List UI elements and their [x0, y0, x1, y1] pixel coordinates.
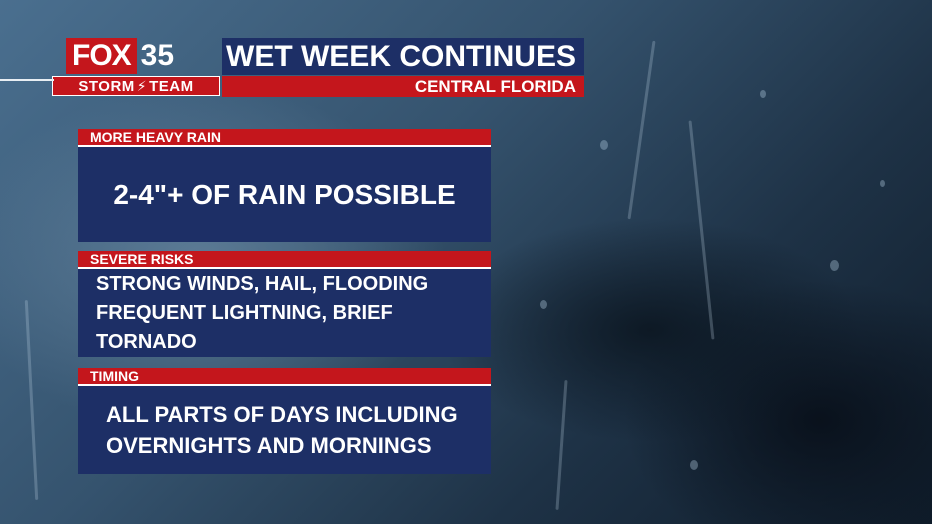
panel-body: STRONG WINDS, HAIL, FLOODING FREQUENT LI… [78, 269, 491, 357]
storm-team-right-text: TEAM [149, 78, 194, 95]
panel-body: ALL PARTS OF DAYS INCLUDING OVERNIGHTS A… [78, 386, 491, 474]
headline-title: WET WEEK CONTINUES [226, 40, 576, 73]
logo-channel-number: 35 [140, 39, 175, 72]
rain-amount-text: 2-4"+ OF RAIN POSSIBLE [113, 178, 456, 210]
panel-body: 2-4"+ OF RAIN POSSIBLE [78, 147, 491, 242]
timing-line: ALL PARTS OF DAYS INCLUDING [106, 402, 458, 427]
heavy-rain-panel: MORE HEAVY RAIN 2-4"+ OF RAIN POSSIBLE [78, 129, 491, 242]
risk-line: FREQUENT LIGHTNING, BRIEF TORNADO [96, 301, 393, 353]
severe-risks-panel: SEVERE RISKS STRONG WINDS, HAIL, FLOODIN… [78, 251, 491, 357]
timing-panel: TIMING ALL PARTS OF DAYS INCLUDING OVERN… [78, 368, 491, 474]
headline-bar: WET WEEK CONTINUES [222, 38, 584, 75]
region-bar: CENTRAL FLORIDA [222, 76, 584, 97]
logo-divider-line [0, 79, 54, 81]
region-label: CENTRAL FLORIDA [414, 77, 576, 96]
logo-wordmark: FOX 35 [66, 38, 174, 74]
panel-heading: SEVERE RISKS [78, 251, 491, 269]
storm-team-left-text: STORM [78, 78, 135, 95]
logo-fox-text: FOX [66, 38, 137, 74]
risk-line: STRONG WINDS, HAIL, FLOODING [96, 272, 429, 295]
lightning-bolt-icon: ⚡ [136, 78, 148, 94]
storm-team-badge: STORM ⚡ TEAM [52, 76, 220, 96]
panel-heading: MORE HEAVY RAIN [78, 129, 491, 147]
fox35-storm-team-logo: FOX 35 STORM ⚡ TEAM [52, 38, 222, 96]
panel-heading: TIMING [78, 368, 491, 386]
timing-line: OVERNIGHTS AND MORNINGS [106, 433, 432, 458]
